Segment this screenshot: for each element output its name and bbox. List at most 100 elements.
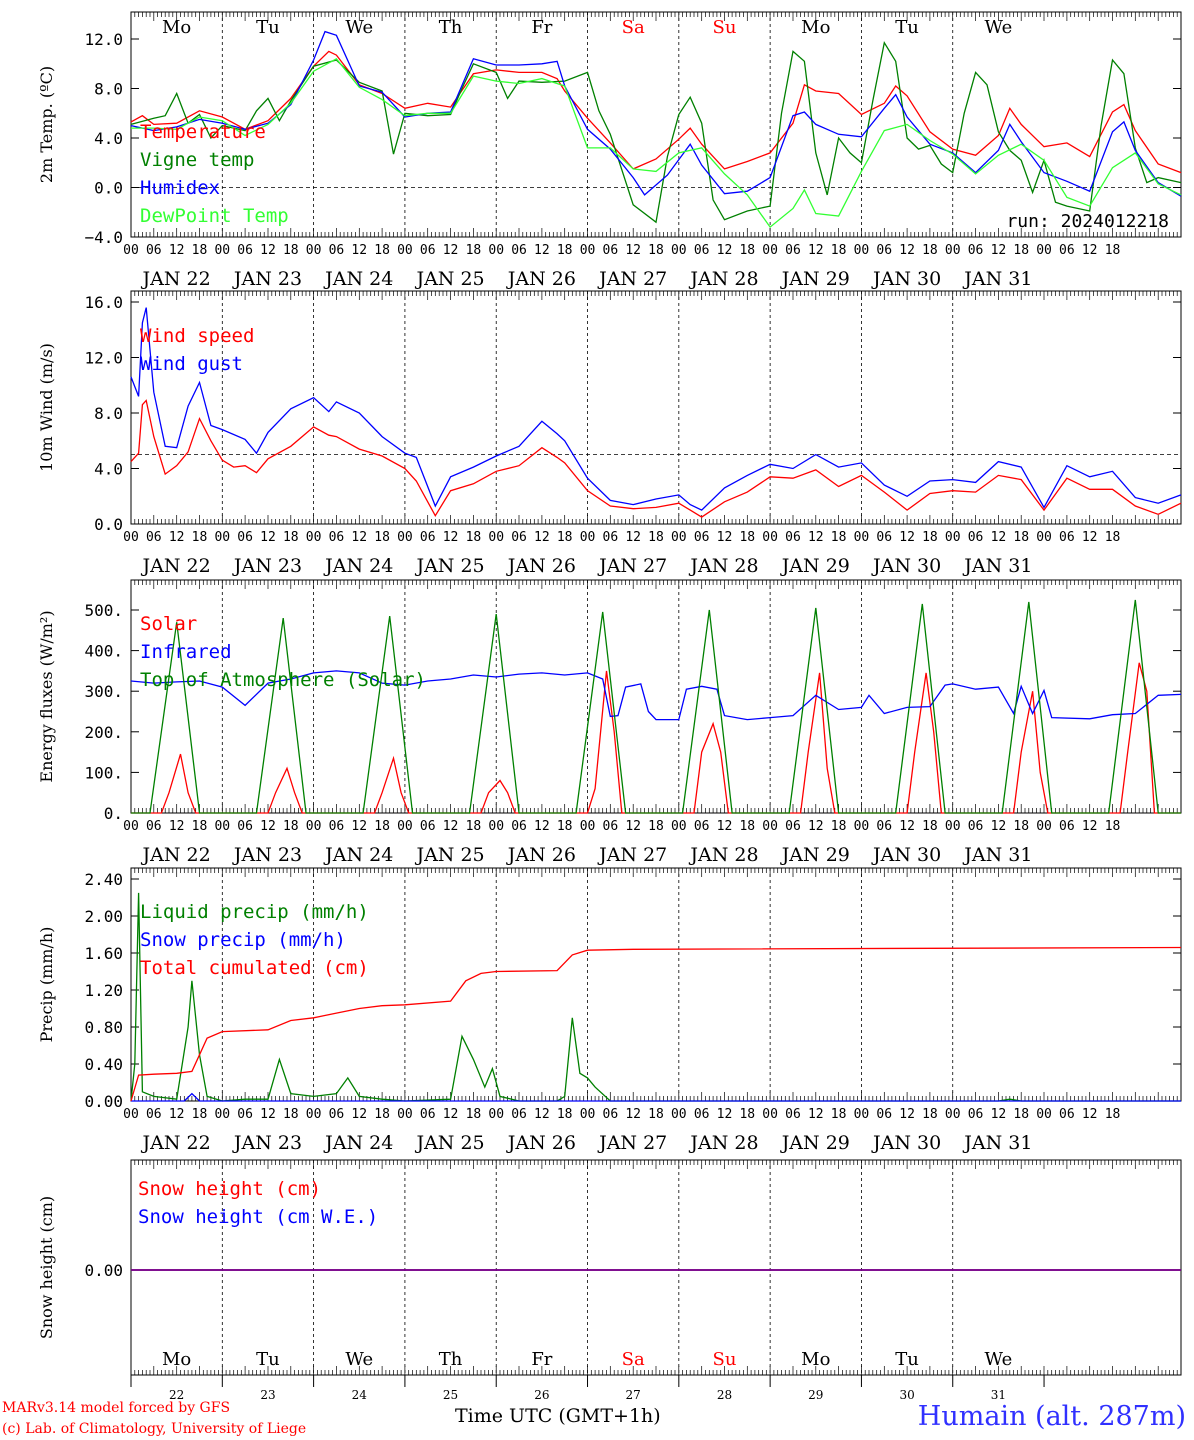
series-line-dewpoint-temp xyxy=(131,57,1182,229)
hour-label: 12 xyxy=(260,530,276,545)
hour-label: 18 xyxy=(922,819,938,834)
y-tick-label: 0.0 xyxy=(94,179,123,198)
hour-label: 06 xyxy=(876,243,892,258)
hour-label: 06 xyxy=(968,530,984,545)
date-label: JAN 28 xyxy=(688,268,758,290)
y-tick-label: 4.0 xyxy=(94,129,123,148)
snow-panel: 0.00 Snow height (cm) Mo Tu We Th Fr Sa Su Mo Tu We… xyxy=(37,1159,1182,1402)
hour-label: 18 xyxy=(466,243,482,258)
date-label: JAN 22 xyxy=(141,1132,211,1154)
energy-frame xyxy=(130,579,1182,814)
hour-label: 12 xyxy=(625,819,641,834)
hour-label: 18 xyxy=(192,819,208,834)
hour-label: 00 xyxy=(214,1107,230,1122)
hour-label: 00 xyxy=(214,530,230,545)
hour-label: 18 xyxy=(739,819,755,834)
hour-label: 06 xyxy=(694,530,710,545)
date-label: JAN 28 xyxy=(688,555,758,577)
hour-label: 18 xyxy=(374,819,390,834)
day-name: Mo xyxy=(801,17,830,38)
hour-label: 00 xyxy=(306,243,322,258)
legend-entry: Top of Atmosphere (Solar) xyxy=(140,669,426,691)
y-tick-label: 0.40 xyxy=(84,1055,123,1074)
hour-label: 00 xyxy=(580,819,596,834)
y-tick-label: 1.20 xyxy=(84,981,123,1000)
date-label: JAN 31 xyxy=(962,268,1032,290)
hour-label: 12 xyxy=(351,530,367,545)
hour-label: 12 xyxy=(169,530,185,545)
hour-label: 06 xyxy=(420,1107,436,1122)
hour-label: 00 xyxy=(397,1107,413,1122)
temperature-panel: 12.0 8.0 4.0 0.0 −4.0 2m Temp. (ºC) Mo Tu We Th Fr… xyxy=(37,11,1182,290)
hour-label: 18 xyxy=(192,243,208,258)
hour-label: 00 xyxy=(671,243,687,258)
x-axis-title: Time UTC (GMT+1h) xyxy=(455,1405,661,1427)
y-tick-label: 0.00 xyxy=(84,1261,123,1280)
y-tick-label: 4.0 xyxy=(94,460,123,479)
hour-label: 00 xyxy=(123,819,139,834)
date-label: JAN 30 xyxy=(871,555,941,577)
hour-label: 18 xyxy=(192,530,208,545)
day-number: 27 xyxy=(626,1388,641,1402)
hour-label: 12 xyxy=(899,243,915,258)
hour-label: 18 xyxy=(283,530,299,545)
hour-label: 18 xyxy=(739,1107,755,1122)
date-label: JAN 29 xyxy=(780,844,850,866)
day-name: Th xyxy=(439,17,463,38)
legend-entry: Snow height (cm W.E.) xyxy=(138,1206,378,1228)
y-tick-label: 2.00 xyxy=(84,907,123,926)
y-tick-label: 12.0 xyxy=(84,30,123,49)
hour-label: 00 xyxy=(945,1107,961,1122)
hour-label: 12 xyxy=(717,819,733,834)
legend-entry: Vigne temp xyxy=(140,149,254,171)
day-name: Tu xyxy=(895,17,919,38)
hour-label: 00 xyxy=(762,243,778,258)
hour-label: 00 xyxy=(397,530,413,545)
y-tick-label: 400. xyxy=(84,642,123,661)
hour-label: 06 xyxy=(146,819,162,834)
hour-label: 18 xyxy=(922,243,938,258)
y-tick-label: 500. xyxy=(84,601,123,620)
hour-label: 06 xyxy=(329,243,345,258)
hour-label: 12 xyxy=(534,243,550,258)
hour-label: 18 xyxy=(1105,243,1121,258)
hour-label: 18 xyxy=(374,1107,390,1122)
series-line-snow-precip-mm-h- xyxy=(131,1092,1181,1102)
date-label: JAN 28 xyxy=(688,844,758,866)
temperature-ylabel: 2m Temp. (ºC) xyxy=(37,66,56,183)
hour-label: 00 xyxy=(306,1107,322,1122)
hour-label: 06 xyxy=(694,1107,710,1122)
hour-label: 06 xyxy=(1059,243,1075,258)
day-number: 29 xyxy=(808,1388,823,1402)
day-name: Su xyxy=(713,17,737,38)
date-label: JAN 29 xyxy=(780,555,850,577)
date-label: JAN 25 xyxy=(414,844,484,866)
date-label: JAN 23 xyxy=(232,844,302,866)
hour-label: 18 xyxy=(1013,819,1029,834)
hour-label: 18 xyxy=(283,243,299,258)
date-label: JAN 24 xyxy=(323,555,393,577)
legend-entry: Wind gust xyxy=(140,353,243,375)
date-label: JAN 27 xyxy=(597,555,667,577)
hour-label: 12 xyxy=(991,530,1007,545)
hour-label: 18 xyxy=(648,819,664,834)
y-tick-label: 300. xyxy=(84,682,123,701)
day-number: 28 xyxy=(717,1388,732,1402)
hour-label: 18 xyxy=(739,530,755,545)
day-name: Sa xyxy=(622,1349,645,1370)
hour-label: 06 xyxy=(603,243,619,258)
legend-entry: Snow height (cm) xyxy=(138,1178,321,1200)
day-number: 30 xyxy=(899,1388,914,1402)
hour-label: 00 xyxy=(214,819,230,834)
hour-label: 12 xyxy=(1082,1107,1098,1122)
date-label: JAN 31 xyxy=(962,844,1032,866)
hour-label: 18 xyxy=(374,530,390,545)
hour-label: 18 xyxy=(192,1107,208,1122)
legend-entry: Wind speed xyxy=(140,325,254,347)
hour-label: 18 xyxy=(831,1107,847,1122)
hour-label: 12 xyxy=(717,1107,733,1122)
hour-label: 06 xyxy=(420,243,436,258)
precip-panel: 2.40 2.00 1.60 1.20 0.80 0.40 0.00 Precip (mm/h… xyxy=(37,867,1182,1154)
hour-label: 18 xyxy=(374,243,390,258)
date-label: JAN 27 xyxy=(597,268,667,290)
